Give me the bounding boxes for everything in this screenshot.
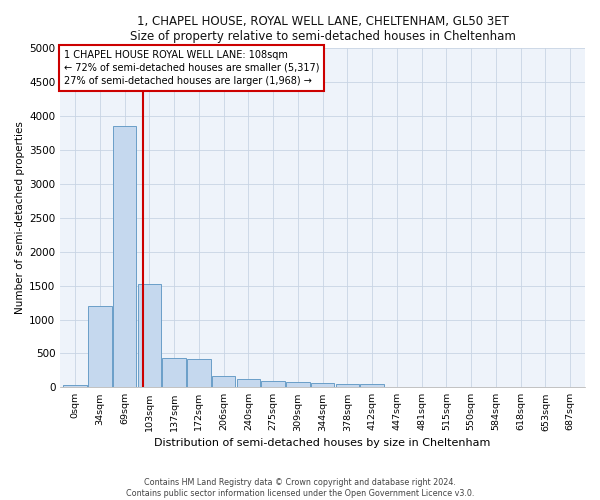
Bar bbox=[262, 380, 285, 388]
Bar bbox=[88, 306, 112, 388]
Bar bbox=[64, 386, 87, 388]
Bar bbox=[137, 284, 161, 388]
Bar bbox=[113, 126, 136, 388]
Y-axis label: Number of semi-detached properties: Number of semi-detached properties bbox=[15, 122, 25, 314]
Text: Contains HM Land Registry data © Crown copyright and database right 2024.
Contai: Contains HM Land Registry data © Crown c… bbox=[126, 478, 474, 498]
Bar bbox=[187, 359, 211, 388]
X-axis label: Distribution of semi-detached houses by size in Cheltenham: Distribution of semi-detached houses by … bbox=[154, 438, 491, 448]
Bar bbox=[361, 384, 384, 388]
Title: 1, CHAPEL HOUSE, ROYAL WELL LANE, CHELTENHAM, GL50 3ET
Size of property relative: 1, CHAPEL HOUSE, ROYAL WELL LANE, CHELTE… bbox=[130, 15, 515, 43]
Bar bbox=[212, 376, 235, 388]
Bar bbox=[286, 382, 310, 388]
Bar bbox=[311, 384, 334, 388]
Bar bbox=[163, 358, 186, 388]
Text: 1 CHAPEL HOUSE ROYAL WELL LANE: 108sqm
← 72% of semi-detached houses are smaller: 1 CHAPEL HOUSE ROYAL WELL LANE: 108sqm ←… bbox=[64, 50, 319, 86]
Bar bbox=[236, 378, 260, 388]
Bar bbox=[335, 384, 359, 388]
